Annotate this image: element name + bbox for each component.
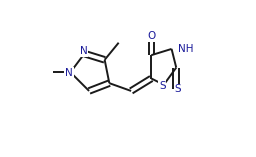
Text: NH: NH <box>178 44 193 54</box>
Text: N: N <box>65 68 73 78</box>
Text: N: N <box>80 46 88 56</box>
Text: O: O <box>147 32 155 41</box>
Text: S: S <box>175 84 181 94</box>
Text: S: S <box>159 81 166 91</box>
